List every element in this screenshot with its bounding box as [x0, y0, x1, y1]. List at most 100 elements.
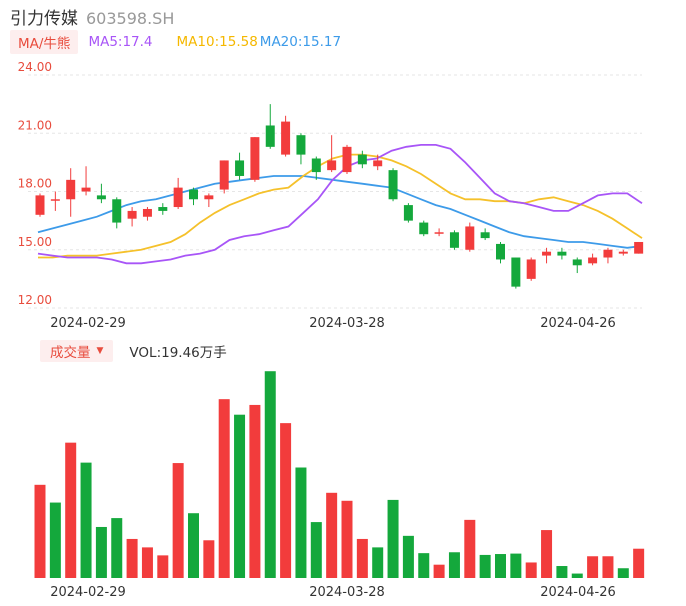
- volume-bar: [34, 484, 46, 578]
- candle: [603, 247, 613, 264]
- candle-body: [357, 154, 367, 165]
- volume-x-tick-label: 2024-02-29: [50, 585, 126, 600]
- y-tick-label: 15.00: [18, 235, 52, 249]
- candle-body: [142, 208, 152, 217]
- candle-body: [81, 187, 91, 192]
- candle-body: [403, 205, 413, 221]
- candle-body: [127, 210, 137, 219]
- ma5-legend: MA5:17.4: [88, 34, 153, 50]
- candle: [388, 168, 398, 202]
- candle: [189, 187, 198, 206]
- candle: [265, 104, 275, 149]
- volume-bar: [126, 538, 138, 578]
- candle: [35, 193, 45, 217]
- volume-bar: [617, 568, 629, 578]
- volume-bar: [65, 442, 77, 578]
- candle: [250, 137, 260, 182]
- candle-body: [219, 160, 229, 190]
- candle: [542, 247, 552, 264]
- candle: [588, 253, 598, 266]
- candle-body: [511, 257, 521, 287]
- candle-body: [66, 179, 76, 200]
- candle-body: [189, 189, 198, 200]
- candle: [235, 152, 245, 180]
- volume-indicator-selector[interactable]: 成交量 ▼: [40, 340, 114, 362]
- candle: [449, 230, 459, 250]
- candle-body: [557, 251, 567, 256]
- ma20-legend: MA20:15.17: [259, 34, 342, 50]
- candle-body: [480, 232, 490, 239]
- stock-header: 引力传媒 603598.SH: [10, 4, 175, 29]
- candle-body: [465, 226, 475, 250]
- candle-body: [96, 195, 106, 200]
- volume-bar: [587, 556, 599, 578]
- candle-body: [35, 195, 45, 215]
- ma20-line: [37, 175, 643, 249]
- ma-indicator-selector[interactable]: MA/牛熊: [10, 30, 79, 54]
- candle: [373, 154, 383, 171]
- candle-body: [373, 160, 383, 167]
- candle: [327, 135, 337, 173]
- volume-bar: [203, 540, 215, 578]
- candle-body: [296, 135, 306, 155]
- y-tick-label: 18.00: [18, 177, 52, 191]
- candle-body: [281, 121, 291, 155]
- candle-body: [588, 257, 598, 264]
- candle-body: [419, 222, 429, 235]
- ma5-line: [37, 143, 643, 265]
- volume-bar: [541, 530, 553, 578]
- candle: [112, 197, 122, 229]
- candle-body: [634, 241, 644, 254]
- volume-bar: [479, 554, 491, 578]
- y-tick-label: 21.00: [18, 118, 52, 132]
- candle: [296, 133, 306, 165]
- volume-bar: [141, 547, 153, 578]
- volume-bar: [525, 562, 537, 578]
- candle-body: [265, 125, 275, 147]
- candle-body: [235, 160, 245, 176]
- volume-bar: [111, 518, 123, 578]
- volume-bar: [218, 399, 230, 578]
- candle: [419, 220, 429, 237]
- volume-value: VOL:19.46万手: [129, 345, 227, 361]
- candle-body: [572, 259, 582, 266]
- volume-tag-label: 成交量: [50, 345, 91, 361]
- volume-bar: [49, 502, 61, 578]
- candle: [357, 150, 367, 169]
- volume-bar: [495, 554, 506, 578]
- caret-down-icon: ▼: [96, 346, 104, 356]
- volume-bar: [510, 553, 522, 578]
- candle: [173, 177, 183, 209]
- candle-body: [112, 199, 122, 223]
- x-tick-label: 2024-04-26: [540, 316, 616, 331]
- candle-body: [449, 232, 459, 248]
- volume-legend: 成交量 ▼ VOL:19.46万手: [40, 340, 227, 362]
- candle: [434, 228, 444, 237]
- volume-bar: [571, 573, 583, 578]
- volume-bar: [95, 526, 107, 578]
- volume-x-tick-label: 2024-04-26: [540, 585, 616, 600]
- stock-code: 603598.SH: [86, 9, 175, 28]
- candle: [281, 115, 291, 157]
- candle: [526, 257, 536, 281]
- candle: [572, 257, 582, 274]
- candle-body: [158, 207, 168, 211]
- candle-body: [434, 232, 444, 234]
- candle: [403, 203, 413, 223]
- volume-bar: [157, 555, 169, 578]
- candle: [342, 144, 352, 175]
- candle: [50, 191, 60, 211]
- candle: [81, 166, 91, 196]
- volume-bar: [433, 564, 445, 578]
- volume-bar: [341, 500, 353, 578]
- stock-name: 引力传媒: [10, 9, 78, 29]
- volume-bar: [234, 414, 246, 578]
- volume-bar: [172, 463, 184, 578]
- volume-bar: [464, 519, 476, 578]
- candle: [158, 203, 168, 215]
- candle-body: [173, 187, 183, 208]
- volume-bar: [418, 553, 430, 578]
- volume-x-tick-label: 2024-03-28: [309, 585, 385, 600]
- candle: [66, 168, 76, 217]
